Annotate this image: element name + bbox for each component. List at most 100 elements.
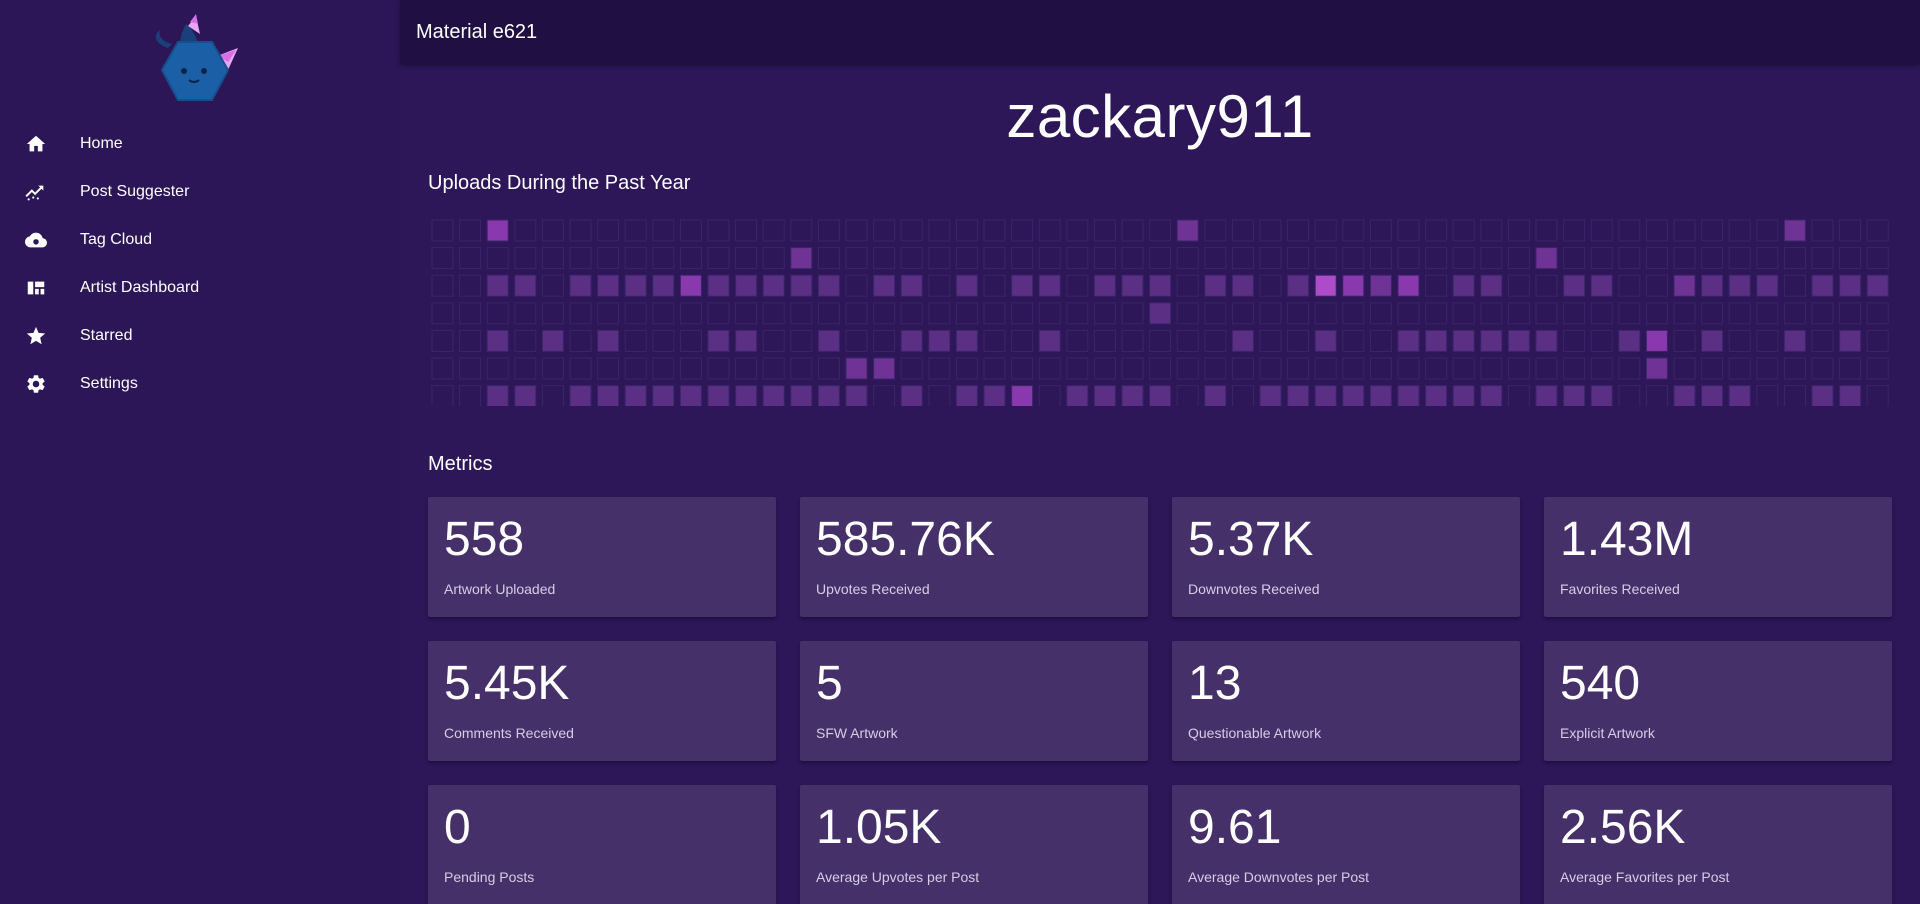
heatmap-cell[interactable] [1645,302,1668,325]
heatmap-cell[interactable] [845,385,868,406]
heatmap-cell[interactable] [735,219,758,242]
heatmap-cell[interactable] [817,385,840,406]
heatmap-cell[interactable] [1452,329,1475,352]
heatmap-cell[interactable] [1839,357,1862,380]
heatmap-cell[interactable] [928,274,951,297]
heatmap-cell[interactable] [1231,329,1254,352]
heatmap-cell[interactable] [459,247,482,270]
heatmap-cell[interactable] [1038,329,1061,352]
heatmap-cell[interactable] [1149,302,1172,325]
heatmap-cell[interactable] [983,385,1006,406]
heatmap-cell[interactable] [1535,385,1558,406]
heatmap-cell[interactable] [1204,329,1227,352]
heatmap-cell[interactable] [1645,274,1668,297]
heatmap-cell[interactable] [817,247,840,270]
heatmap-cell[interactable] [1480,302,1503,325]
heatmap-cell[interactable] [1728,219,1751,242]
heatmap-cell[interactable] [1093,219,1116,242]
heatmap-cell[interactable] [790,357,813,380]
heatmap-cell[interactable] [1839,219,1862,242]
heatmap-cell[interactable] [1645,247,1668,270]
heatmap-cell[interactable] [1287,329,1310,352]
heatmap-cell[interactable] [459,329,482,352]
heatmap-cell[interactable] [955,357,978,380]
heatmap-cell[interactable] [1728,329,1751,352]
heatmap-cell[interactable] [1452,247,1475,270]
heatmap-cell[interactable] [652,274,675,297]
heatmap-cell[interactable] [1590,302,1613,325]
heatmap-cell[interactable] [1701,385,1724,406]
heatmap-cell[interactable] [597,385,620,406]
heatmap-cell[interactable] [817,329,840,352]
heatmap-cell[interactable] [1590,247,1613,270]
heatmap-cell[interactable] [707,302,730,325]
heatmap-cell[interactable] [1231,247,1254,270]
heatmap-cell[interactable] [873,274,896,297]
heatmap-cell[interactable] [1645,329,1668,352]
heatmap-cell[interactable] [1011,219,1034,242]
heatmap-cell[interactable] [1038,247,1061,270]
heatmap-cell[interactable] [1645,357,1668,380]
heatmap-cell[interactable] [762,385,785,406]
heatmap-cell[interactable] [955,302,978,325]
heatmap-cell[interactable] [1701,357,1724,380]
heatmap-cell[interactable] [1342,385,1365,406]
heatmap-cell[interactable] [1701,329,1724,352]
heatmap-cell[interactable] [1231,274,1254,297]
heatmap-cell[interactable] [486,357,509,380]
heatmap-cell[interactable] [1231,357,1254,380]
heatmap-cell[interactable] [1425,219,1448,242]
heatmap-cell[interactable] [1783,302,1806,325]
heatmap-cell[interactable] [1535,274,1558,297]
heatmap-cell[interactable] [459,219,482,242]
heatmap-cell[interactable] [514,329,537,352]
heatmap-cell[interactable] [1839,329,1862,352]
heatmap-cell[interactable] [1866,302,1889,325]
heatmap-cell[interactable] [790,274,813,297]
heatmap-cell[interactable] [541,219,564,242]
heatmap-cell[interactable] [845,357,868,380]
heatmap-cell[interactable] [1756,274,1779,297]
heatmap-cell[interactable] [1287,274,1310,297]
heatmap-cell[interactable] [1811,385,1834,406]
heatmap-cell[interactable] [1866,385,1889,406]
heatmap-cell[interactable] [1425,247,1448,270]
heatmap-cell[interactable] [955,385,978,406]
heatmap-cell[interactable] [845,219,868,242]
heatmap-cell[interactable] [459,274,482,297]
heatmap-cell[interactable] [1507,385,1530,406]
heatmap-cell[interactable] [541,302,564,325]
heatmap-cell[interactable] [1452,357,1475,380]
heatmap-cell[interactable] [514,247,537,270]
heatmap-cell[interactable] [459,385,482,406]
heatmap-cell[interactable] [1811,357,1834,380]
heatmap-cell[interactable] [1728,302,1751,325]
heatmap-cell[interactable] [1397,385,1420,406]
heatmap-cell[interactable] [1728,385,1751,406]
heatmap-cell[interactable] [1369,219,1392,242]
heatmap-cell[interactable] [624,219,647,242]
heatmap-cell[interactable] [486,329,509,352]
heatmap-cell[interactable] [1066,274,1089,297]
heatmap-cell[interactable] [1093,274,1116,297]
heatmap-cell[interactable] [1480,385,1503,406]
heatmap-cell[interactable] [817,357,840,380]
heatmap-cell[interactable] [1011,385,1034,406]
heatmap-cell[interactable] [1425,357,1448,380]
heatmap-cell[interactable] [1618,357,1641,380]
heatmap-cell[interactable] [983,357,1006,380]
heatmap-cell[interactable] [707,329,730,352]
heatmap-cell[interactable] [1259,329,1282,352]
heatmap-cell[interactable] [431,385,454,406]
heatmap-cell[interactable] [1563,357,1586,380]
heatmap-cell[interactable] [900,274,923,297]
heatmap-cell[interactable] [983,329,1006,352]
heatmap-cell[interactable] [569,219,592,242]
heatmap-cell[interactable] [1783,219,1806,242]
heatmap-cell[interactable] [735,385,758,406]
heatmap-cell[interactable] [1011,357,1034,380]
heatmap-cell[interactable] [1563,329,1586,352]
heatmap-cell[interactable] [762,247,785,270]
heatmap-cell[interactable] [1149,357,1172,380]
heatmap-cell[interactable] [459,302,482,325]
